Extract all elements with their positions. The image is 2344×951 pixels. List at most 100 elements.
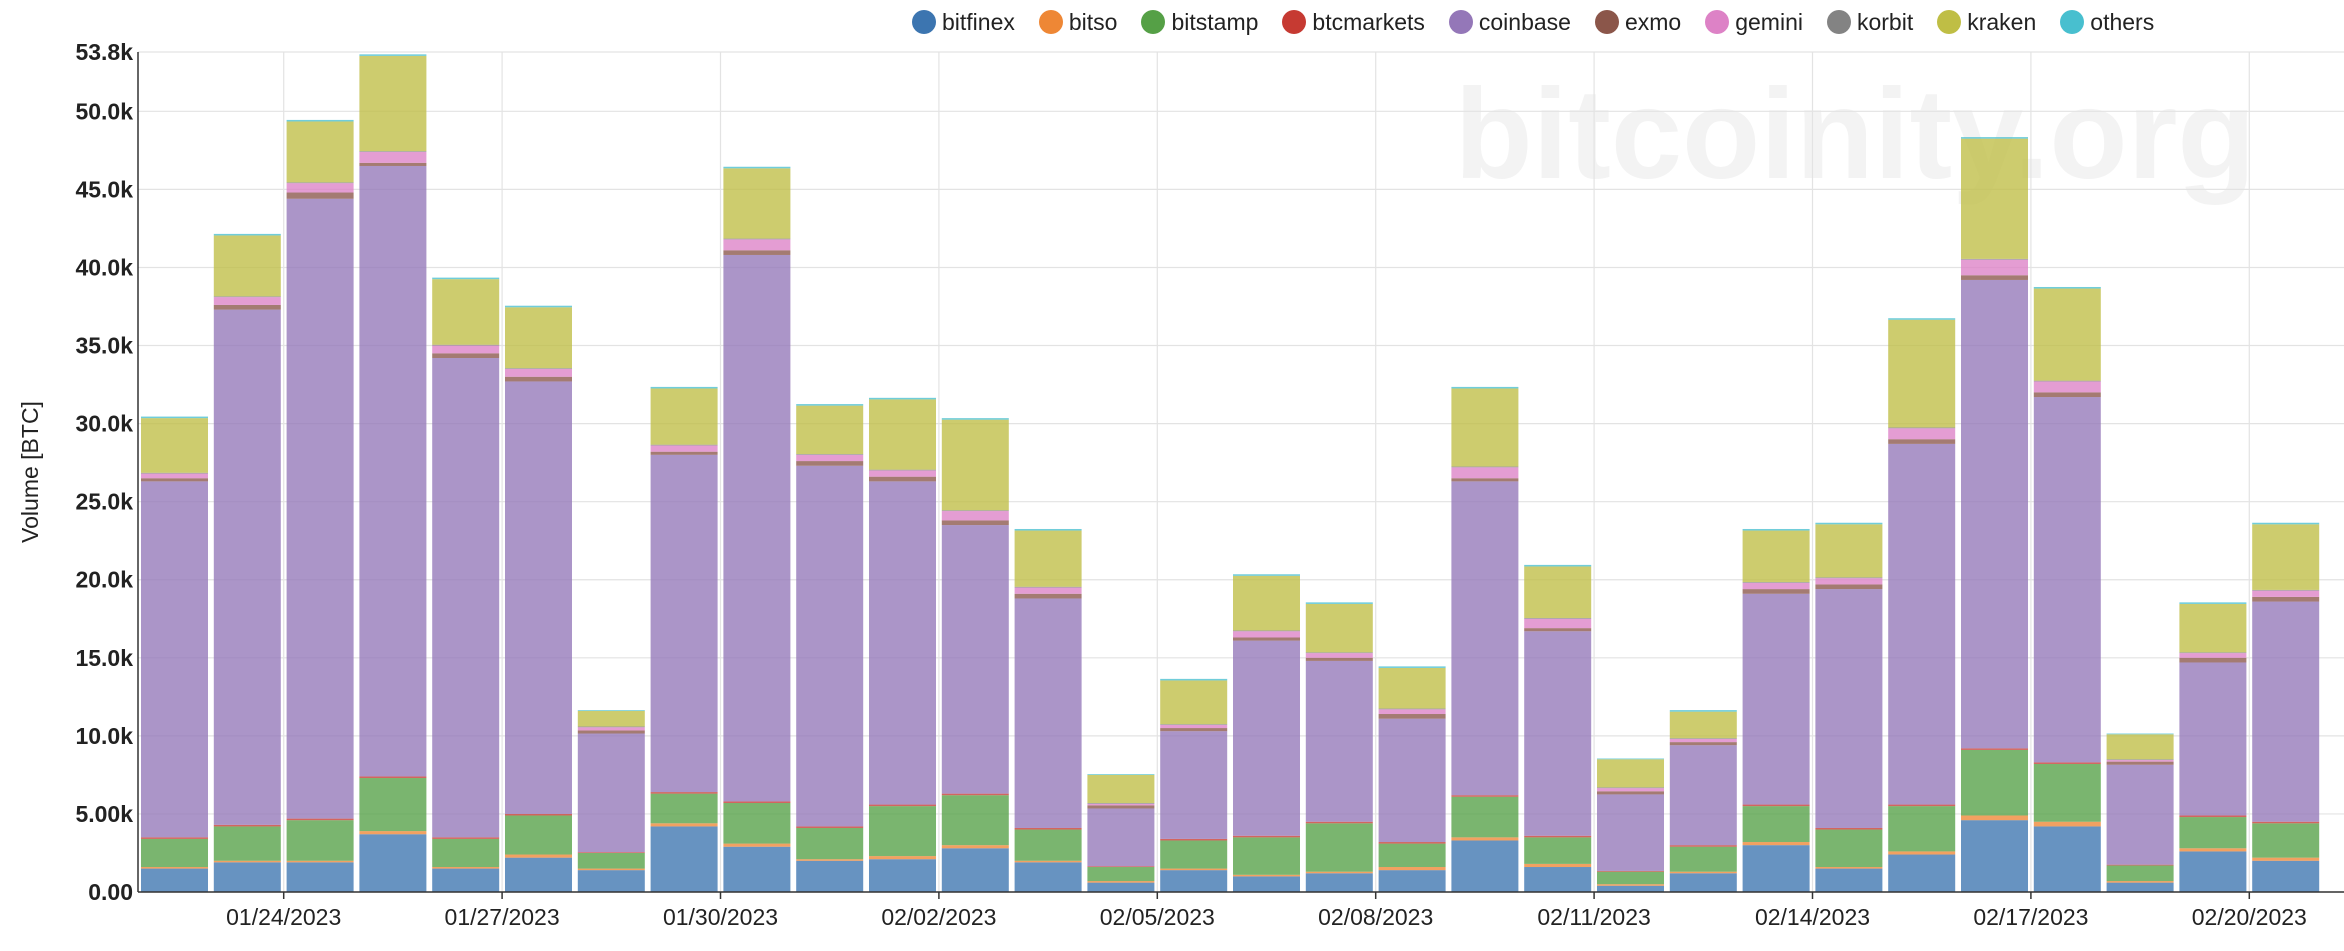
bar-segment-bitfinex <box>869 859 936 892</box>
bar-segment-bitstamp <box>796 827 864 860</box>
bar-segment-bitfinex <box>650 826 718 892</box>
y-tick-label: 5.00k <box>75 801 133 827</box>
bar-segment-btcmarkets <box>941 793 1009 796</box>
bar-segment-coinbase <box>1305 660 1373 822</box>
bar-segment-btcmarkets <box>1160 838 1228 841</box>
legend-item-gemini[interactable]: gemini <box>1705 9 1803 36</box>
bar-segment-coinbase <box>1961 279 2028 749</box>
legend-swatch <box>1282 10 1307 34</box>
legend-item-bitfinex[interactable]: bitfinex <box>912 9 1015 36</box>
bar-segment-btcmarkets <box>505 813 572 816</box>
bar-segment-others <box>213 233 281 236</box>
bar-segment-korbit <box>1451 466 1519 468</box>
bar-segment-korbit <box>1305 652 1373 654</box>
bar-segment-bitso <box>1597 884 1664 886</box>
bar-segment-bitso <box>723 843 791 847</box>
bar-segment-coinbase <box>1233 640 1300 836</box>
bar-segment-btcmarkets <box>2033 762 2101 764</box>
bar-segment-bitstamp <box>1669 846 1737 872</box>
bar-segment-bitstamp <box>1305 823 1373 872</box>
bar-segment-btcmarkets <box>432 837 500 839</box>
bar-segment-kraken <box>650 388 718 445</box>
bar-segment-bitso <box>2033 821 2101 827</box>
bar-segment-others <box>505 305 572 308</box>
bar-segment-bitfinex <box>1305 873 1373 892</box>
legend-item-kraken[interactable]: kraken <box>1937 9 2036 36</box>
bar-segment-korbit <box>1815 577 1883 579</box>
bar-segment-bitso <box>577 868 645 871</box>
bar-segment-bitfinex <box>505 857 572 892</box>
bar-segment-coinbase <box>577 733 645 853</box>
bar-segment-kraken <box>2179 603 2247 653</box>
bar-segment-bitfinex <box>1451 840 1519 892</box>
legend-label: korbit <box>1856 8 1914 35</box>
bar-segment-kraken <box>1451 388 1519 467</box>
bar-segment-bitfinex <box>1669 873 1737 892</box>
bar-segment-korbit <box>1014 586 1082 588</box>
legend-item-korbit[interactable]: korbit <box>1826 8 1914 36</box>
bar-segment-bitstamp <box>577 852 645 869</box>
legend-item-bitstamp[interactable]: bitstamp <box>1141 9 1258 36</box>
bar-segment-bitfinex <box>1888 854 1956 892</box>
bar-segment-kraken <box>432 279 500 345</box>
bar-stack <box>141 416 208 892</box>
bar-segment-coinbase <box>1815 589 1883 828</box>
bar-segment-gemini <box>723 239 791 251</box>
bar-segment-coinbase <box>141 481 208 838</box>
bar-segment-exmo <box>1014 593 1082 599</box>
bar-segment-bitso <box>796 859 864 861</box>
y-axis-label: Volume [BTC] <box>17 401 43 543</box>
bar-segment-kraken <box>1888 319 1956 428</box>
bar-stack <box>577 710 645 892</box>
bar-segment-coinbase <box>2252 601 2320 822</box>
bar-segment-bitfinex <box>2252 860 2320 892</box>
bar-segment-kraken <box>505 307 572 369</box>
bar-stack <box>796 404 864 892</box>
bar-segment-coinbase <box>1597 794 1664 871</box>
bar-segment-btcmarkets <box>141 837 208 839</box>
bar-segment-exmo <box>2033 392 2101 398</box>
bar-segment-korbit <box>2252 589 2320 591</box>
bar-segment-bitso <box>1524 863 1592 868</box>
y-tick-label: 45.0k <box>75 176 133 202</box>
bar-segment-bitstamp <box>1888 806 1956 852</box>
bar-segment-bitso <box>869 856 936 860</box>
bar-segment-others <box>2033 286 2101 289</box>
bar-segment-kraken <box>359 55 427 152</box>
bar-segment-korbit <box>1524 617 1592 619</box>
bar-segment-bitfinex <box>1524 867 1592 892</box>
legend-item-btcmarkets[interactable]: btcmarkets <box>1282 9 1425 36</box>
bar-segment-btcmarkets <box>1597 870 1664 872</box>
legend-item-exmo[interactable]: exmo <box>1594 9 1681 36</box>
bar-segment-gemini <box>1815 578 1883 585</box>
y-tick-labels: 0.00 5.00k 10.0k 15.0k 20.0k 25.0k 30.0k 35.0k 4… <box>75 39 133 905</box>
bar-segment-korbit <box>2179 652 2247 654</box>
bar-segment-korbit <box>2033 380 2101 382</box>
bar-segment-bitstamp <box>2106 865 2174 882</box>
bar-segment-gemini <box>1669 738 1737 743</box>
bar-segment-kraken <box>1233 575 1300 631</box>
y-tick-label: 35.0k <box>75 333 133 359</box>
bar-segment-others <box>577 710 645 711</box>
bar-segment-kraken <box>577 710 645 727</box>
legend-item-coinbase[interactable]: coinbase <box>1448 9 1571 36</box>
legend-item-others[interactable]: others <box>2060 9 2154 36</box>
bar-stack <box>2252 522 2320 892</box>
bar-segment-coinbase <box>213 309 281 825</box>
bar-segment-others <box>723 166 791 169</box>
x-tick-label: 02/08/2023 <box>1318 904 1433 930</box>
legend-item-bitso[interactable]: bitso <box>1038 9 1117 36</box>
bar-segment-others <box>1160 678 1228 681</box>
bar-segment-exmo <box>650 451 718 455</box>
bar-segment-bitfinex <box>723 846 791 892</box>
bar-stack <box>869 397 936 892</box>
bar-stack <box>1669 710 1737 892</box>
bar-segment-gemini <box>577 727 645 731</box>
bar-segment-coinbase <box>2179 662 2247 816</box>
bar-segment-btcmarkets <box>1451 795 1519 797</box>
bar-stack <box>1305 602 1373 892</box>
legend-label: kraken <box>1967 8 2037 35</box>
bar-segment-kraken <box>1742 530 1810 583</box>
bar-segment-gemini <box>1378 709 1446 715</box>
bar-segment-bitfinex <box>796 860 864 892</box>
